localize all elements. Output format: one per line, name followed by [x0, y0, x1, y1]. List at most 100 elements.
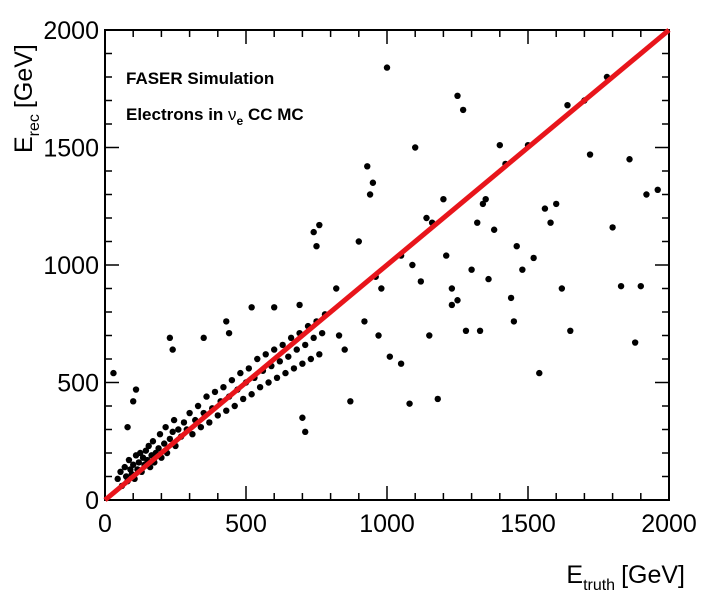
data-point — [355, 238, 362, 245]
data-point — [214, 412, 221, 419]
data-point — [426, 332, 433, 339]
data-point — [468, 266, 475, 273]
data-point — [454, 92, 461, 100]
data-point — [386, 353, 394, 360]
data-point — [130, 461, 137, 468]
data-point — [617, 282, 625, 290]
data-point — [197, 423, 205, 431]
data-point — [307, 355, 315, 363]
data-point — [302, 341, 309, 349]
data-point — [564, 102, 571, 109]
data-point — [536, 369, 543, 377]
x-tick-label: 2000 — [641, 510, 697, 538]
x-tick-label: 500 — [225, 510, 267, 538]
data-point — [631, 339, 639, 346]
data-point — [124, 423, 131, 431]
data-point — [302, 428, 309, 436]
data-point — [448, 301, 456, 309]
data-point — [654, 186, 661, 193]
data-point — [203, 393, 210, 400]
data-point — [189, 431, 196, 438]
y-tick-label: 2000 — [43, 17, 99, 45]
data-point — [180, 419, 188, 426]
nu-symbol: ν — [228, 105, 237, 124]
data-point — [169, 428, 176, 436]
data-point — [443, 252, 450, 259]
data-point — [513, 243, 520, 250]
annotation-line-2: Electrons in νe CC MC — [126, 105, 304, 128]
data-point — [485, 275, 492, 283]
data-point — [239, 395, 247, 403]
data-point — [194, 402, 202, 410]
data-point — [121, 463, 128, 471]
data-point — [156, 431, 164, 438]
data-point — [155, 445, 162, 452]
data-point — [223, 318, 230, 325]
data-point — [417, 278, 425, 285]
data-point — [299, 414, 306, 421]
data-point — [293, 346, 300, 353]
data-point — [211, 388, 219, 396]
data-point — [256, 384, 264, 391]
data-point — [335, 332, 343, 339]
data-point — [125, 456, 133, 464]
data-point — [313, 243, 320, 250]
data-point — [287, 334, 295, 342]
data-point — [310, 334, 317, 342]
data-point — [333, 285, 340, 292]
data-point — [510, 318, 518, 325]
data-point — [547, 219, 554, 226]
data-point — [541, 205, 549, 212]
data-point — [586, 151, 594, 158]
data-point — [166, 334, 174, 342]
data-point — [479, 200, 487, 208]
x-tick-label: 1000 — [359, 510, 415, 538]
data-point — [553, 200, 560, 208]
data-point — [170, 416, 178, 424]
data-point — [285, 353, 292, 360]
data-point — [200, 334, 207, 342]
data-point — [271, 304, 278, 311]
data-point — [378, 285, 385, 292]
y-axis-title: Erec[GeV] — [10, 44, 43, 153]
y-tick-label: 1500 — [43, 135, 99, 163]
data-point — [609, 224, 616, 231]
y-tick-label: 0 — [85, 487, 99, 515]
data-point — [341, 346, 348, 353]
data-point — [474, 219, 481, 226]
data-point — [476, 327, 484, 334]
data-point — [117, 468, 124, 475]
data-point — [149, 438, 157, 445]
data-point — [142, 447, 150, 454]
data-point — [279, 341, 286, 349]
data-point — [245, 365, 253, 372]
data-point — [448, 285, 456, 292]
data-point — [296, 301, 303, 309]
data-point — [273, 374, 281, 381]
tick-labels: 0 500 1000 1500 2000 0 500 1000 1500 2000 — [43, 17, 696, 538]
data-point — [114, 475, 121, 483]
data-point — [237, 369, 244, 377]
data-point — [364, 163, 371, 170]
x-tick-label: 1500 — [500, 510, 556, 538]
data-point — [366, 191, 374, 198]
data-point — [316, 351, 323, 358]
data-point — [228, 376, 236, 384]
data-point — [643, 191, 650, 198]
data-point — [434, 395, 441, 403]
data-point — [248, 391, 255, 398]
data-point — [459, 106, 467, 114]
annotation-line-1: FASER Simulation — [126, 69, 274, 88]
data-point — [626, 156, 633, 163]
data-point — [567, 327, 574, 334]
data-point — [412, 144, 419, 151]
data-point — [265, 379, 272, 386]
data-point — [130, 398, 137, 405]
data-point — [271, 346, 278, 353]
data-point — [169, 346, 176, 353]
data-point — [369, 179, 377, 186]
data-point — [282, 369, 289, 377]
data-point — [206, 419, 213, 426]
data-point — [162, 423, 169, 431]
